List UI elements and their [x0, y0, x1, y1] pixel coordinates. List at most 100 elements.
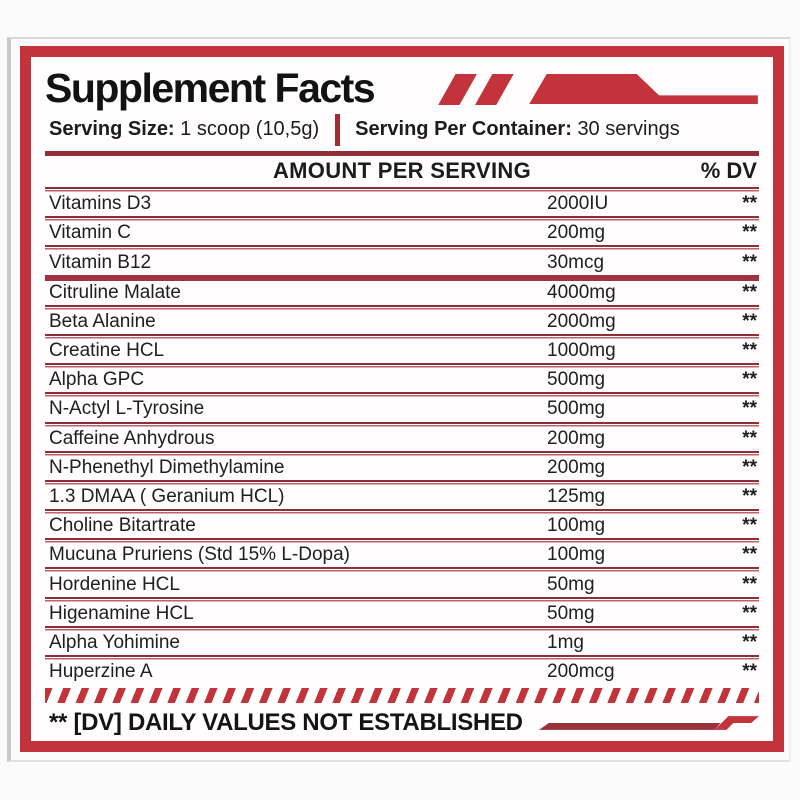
table-row: Higenamine HCL 50mg ** — [45, 602, 759, 626]
facts-table: Vitamins D3 2000IU ** Vitamin C 200mg **… — [45, 192, 759, 684]
ingredient-name: Higenamine HCL — [49, 602, 194, 624]
serving-info-row: Serving Size: 1 scoop (10,5g) Serving Pe… — [45, 113, 759, 146]
ingredient-amount: 30mcg — [547, 251, 605, 273]
ingredient-name: Hordenine HCL — [49, 573, 180, 595]
table-row: Beta Alanine 2000mg ** — [45, 310, 759, 334]
table-header-row: AMOUNT PER SERVING % DV — [45, 156, 759, 188]
serving-container-value: 30 servings — [577, 118, 680, 141]
row-divider — [45, 567, 759, 573]
table-row: Alpha GPC 500mg ** — [45, 368, 759, 392]
ingredient-name: 1.3 DMAA ( Geranium HCL) — [49, 486, 285, 507]
table-row: Huperzine A 200mcg ** — [45, 660, 759, 684]
ingredient-dv: ** — [742, 515, 757, 537]
ingredient-amount: 50mg — [547, 602, 595, 624]
ingredient-name: Vitamin B12 — [49, 251, 152, 273]
ingredient-amount: 2000mg — [547, 310, 616, 332]
table-row: N-Phenethyl Dimethylamine 200mg ** — [45, 456, 759, 480]
ingredient-amount: 200mg — [547, 222, 606, 244]
table-row: Hordenine HCL 50mg ** — [45, 572, 759, 596]
dv-header: % DV — [700, 158, 757, 184]
table-row: N-Actyl L-Tyrosine 500mg ** — [45, 397, 759, 421]
serving-size-label: Serving Size: — [49, 118, 175, 141]
panel-title: Supplement Facts — [45, 65, 376, 112]
ingredient-amount: 200mg — [547, 427, 606, 449]
ingredient-dv: ** — [742, 222, 757, 244]
title-row: Supplement Facts — [45, 65, 759, 113]
ingredient-amount: 125mg — [547, 486, 606, 507]
row-divider — [45, 392, 759, 398]
table-row: Alpha Yohimine 1mg ** — [45, 631, 759, 655]
section-bar — [45, 274, 759, 281]
ingredient-amount: 2000IU — [547, 193, 609, 215]
daily-value-footnote: ** [DV] DAILY VALUES NOT ESTABLISHED — [49, 708, 523, 736]
ingredient-amount: 500mg — [547, 398, 606, 420]
ingredient-name: Choline Bitartrate — [49, 515, 196, 537]
row-divider — [45, 655, 759, 661]
ingredient-dv: ** — [742, 193, 757, 215]
supplement-facts-panel: Supplement Facts Serving Size: 1 scoop (… — [20, 46, 784, 752]
ingredient-dv: ** — [742, 486, 757, 507]
table-row: Mucuna Pruriens (Std 15% L-Dopa) 100mg *… — [45, 543, 759, 567]
ingredient-dv: ** — [742, 340, 757, 362]
row-divider — [45, 479, 759, 485]
serving-size-value: 1 scoop (10,5g) — [180, 118, 320, 141]
ingredient-dv: ** — [742, 544, 757, 566]
ingredient-name: N-Actyl L-Tyrosine — [49, 398, 205, 420]
hatch-stripe-band — [45, 688, 759, 703]
row-divider — [45, 625, 759, 631]
row-divider — [45, 333, 759, 339]
ingredient-dv: ** — [742, 456, 757, 478]
table-row: 1.3 DMAA ( Geranium HCL) 125mg ** — [45, 485, 759, 509]
photo-edge — [7, 37, 791, 762]
section-bar-top — [45, 150, 759, 156]
row-divider — [45, 421, 759, 427]
ingredient-amount: 100mg — [547, 515, 606, 537]
ingredient-amount: 100mg — [547, 544, 606, 566]
ingredient-dv: ** — [742, 251, 757, 273]
table-row: Vitamin B12 30mcg ** — [45, 250, 759, 274]
ingredient-dv: ** — [742, 427, 757, 449]
ingredient-amount: 200mg — [547, 456, 606, 478]
table-row: Caffeine Anhydrous 200mg ** — [45, 427, 759, 451]
ingredient-dv: ** — [742, 631, 757, 653]
ingredient-dv: ** — [742, 661, 757, 683]
ingredient-name: Huperzine A — [49, 661, 153, 683]
row-divider — [45, 538, 759, 544]
ingredient-dv: ** — [742, 310, 757, 332]
serving-container-label: Serving Per Container: — [355, 118, 572, 141]
ingredient-dv: ** — [742, 398, 757, 420]
ingredient-name: Caffeine Anhydrous — [49, 427, 215, 449]
amount-per-serving-header: AMOUNT PER SERVING — [272, 158, 532, 184]
row-divider — [45, 596, 759, 602]
footer-row: ** [DV] DAILY VALUES NOT ESTABLISHED — [45, 705, 759, 741]
ingredient-dv: ** — [742, 369, 757, 391]
ingredient-name: Mucuna Pruriens (Std 15% L-Dopa) — [49, 544, 350, 566]
row-divider — [45, 363, 759, 369]
ingredient-name: Citruline Malate — [49, 281, 181, 303]
ingredient-amount: 50mg — [547, 573, 595, 595]
row-divider — [45, 509, 759, 515]
table-row: Vitamin C 200mg ** — [45, 221, 759, 245]
ingredient-name: Vitamins D3 — [49, 193, 152, 215]
serving-separator — [335, 113, 341, 146]
row-divider — [45, 304, 759, 310]
ingredient-name: Beta Alanine — [49, 310, 156, 332]
row-divider — [45, 450, 759, 456]
ingredient-amount: 1000mg — [547, 340, 616, 362]
ingredient-name: Alpha GPC — [49, 369, 145, 391]
table-row: Creatine HCL 1000mg ** — [45, 339, 759, 363]
ingredient-name: N-Phenethyl Dimethylamine — [49, 456, 285, 478]
table-row: Choline Bitartrate 100mg ** — [45, 514, 759, 538]
ingredient-amount: 1mg — [547, 631, 584, 653]
ingredient-amount: 500mg — [547, 369, 606, 391]
row-divider — [45, 245, 759, 251]
row-divider — [45, 216, 759, 222]
table-row: Citruline Malate 4000mg ** — [45, 281, 759, 305]
ingredient-dv: ** — [742, 602, 757, 624]
serving-size: Serving Size: 1 scoop (10,5g) — [45, 118, 319, 141]
ingredient-name: Vitamin C — [49, 222, 132, 244]
header-divider — [45, 187, 759, 193]
red-slash-decoration — [438, 74, 758, 105]
red-swoosh-decoration — [538, 715, 759, 730]
ingredient-dv: ** — [742, 281, 757, 303]
